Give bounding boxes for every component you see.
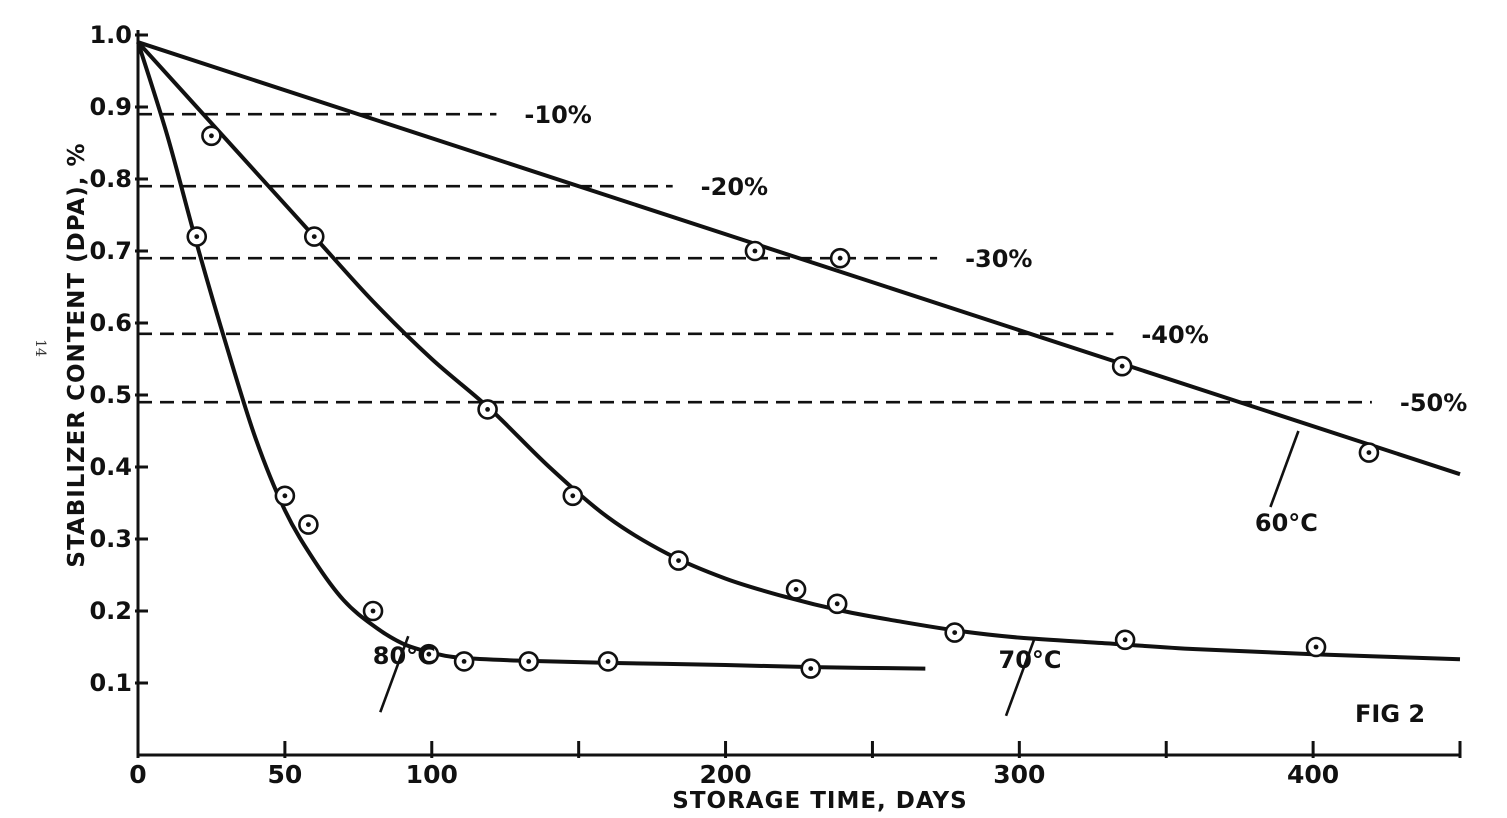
y-tick-label: 0.8 <box>89 165 132 193</box>
x-tick-label: 50 <box>267 760 302 789</box>
margin-page-number: 14 <box>32 339 48 357</box>
data-point-dot <box>282 493 288 499</box>
y-tick-label: 0.1 <box>89 669 132 697</box>
y-tick-label: 0.2 <box>89 597 132 625</box>
data-point-dot <box>837 255 843 261</box>
reference-line-label: -30% <box>965 245 1032 273</box>
y-tick-label: 0.6 <box>89 309 132 337</box>
reference-line-label: -50% <box>1400 389 1467 417</box>
series-curve-0 <box>137 40 1461 477</box>
series-curve-2 <box>136 41 926 671</box>
data-point-dot <box>485 407 490 412</box>
series-labels: 60°C 70°C 80°C <box>373 430 1318 717</box>
data-point-dot <box>209 133 214 139</box>
data-point-dot <box>808 666 814 671</box>
data-point-dot <box>305 522 311 527</box>
y-axis-title: STABILIZER CONTENT (DPA), % <box>64 142 90 567</box>
y-tick-label: 0.3 <box>89 525 132 553</box>
data-point-dot <box>1313 644 1319 650</box>
x-tick-label: 0 <box>129 760 146 789</box>
reference-line-label: -20% <box>701 173 768 201</box>
data-point-dot <box>834 601 840 607</box>
data-point-dot <box>793 587 799 592</box>
series-label: 70°C <box>999 646 1062 674</box>
x-tick-label: 400 <box>1287 760 1339 789</box>
data-point-dot <box>1122 637 1128 643</box>
data-point-dot <box>194 234 200 240</box>
y-tick-label: 1.0 <box>89 21 132 49</box>
data-point-dot <box>311 234 317 240</box>
data-point-dot <box>570 493 576 499</box>
reference-line-label: -40% <box>1141 321 1208 349</box>
series-leader-line <box>1269 430 1300 508</box>
data-point-dot <box>461 659 467 664</box>
data-point-dot <box>676 558 681 563</box>
data-point-dot <box>952 630 958 635</box>
series-label: 80°C <box>373 642 436 670</box>
series-leader-line <box>379 635 410 713</box>
data-point-dot <box>605 659 611 664</box>
data-point-dot <box>426 651 432 657</box>
figure-annotation: FIG 2 <box>1355 700 1425 728</box>
series-label: 60°C <box>1255 509 1318 537</box>
y-tick-label: 0.9 <box>89 93 132 121</box>
y-tick-label: 0.5 <box>89 381 132 409</box>
y-tick-label: 0.4 <box>89 453 132 481</box>
data-point-dot <box>370 608 376 614</box>
reference-line-label: -10% <box>524 101 591 129</box>
x-tick-label: 100 <box>406 760 458 789</box>
series-curves <box>136 40 1461 671</box>
y-tick-label: 0.7 <box>89 237 132 265</box>
series-curve-1 <box>136 40 1461 662</box>
data-point-dot <box>1119 363 1125 369</box>
data-point-dot <box>752 248 758 254</box>
axes: 0.1 0.2 0.3 0.4 0.5 0.6 0.7 0.8 0.9 1.0 0 50 100 200 3… <box>89 21 1462 789</box>
series-points <box>186 125 1380 679</box>
x-tick-label: 300 <box>993 760 1045 789</box>
x-axis-title: STORAGE TIME, DAYS <box>672 788 967 814</box>
series-leader-line <box>1004 639 1036 717</box>
data-point-dot <box>526 659 532 664</box>
data-point-dot <box>1366 450 1372 455</box>
x-tick-label: 200 <box>699 760 751 789</box>
